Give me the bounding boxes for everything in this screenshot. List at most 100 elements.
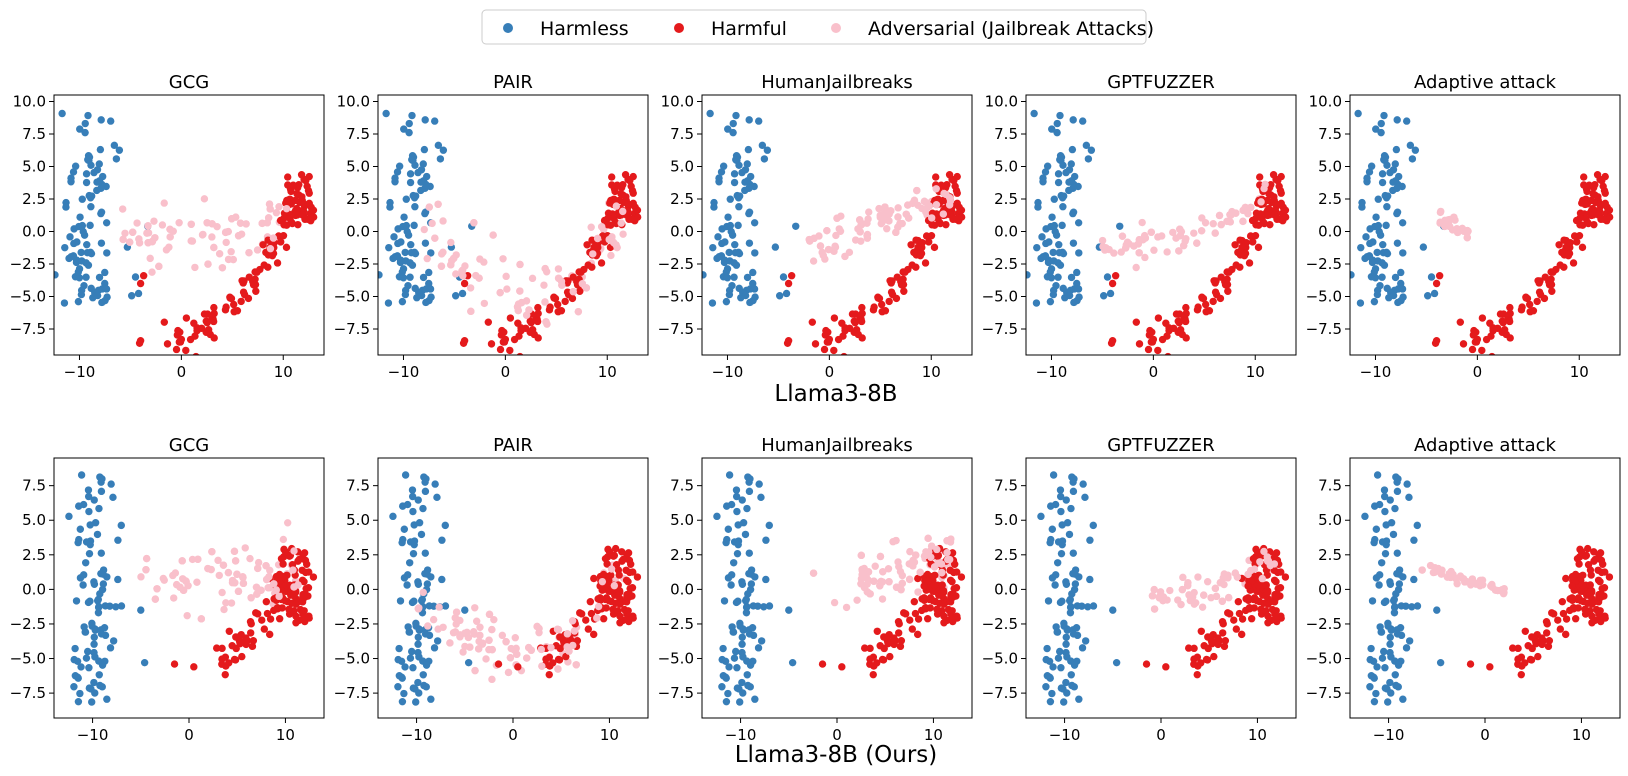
point-harmless xyxy=(724,213,732,221)
point-harmful xyxy=(885,297,893,306)
point-harmful xyxy=(239,288,248,296)
point-adversarial xyxy=(1102,244,1110,252)
point-adversarial xyxy=(1209,220,1217,228)
point-adversarial xyxy=(1203,578,1212,586)
point-harmless xyxy=(1112,658,1121,667)
point-harmful xyxy=(237,638,245,646)
point-harmless xyxy=(1056,156,1064,164)
point-adversarial xyxy=(245,248,253,257)
point-harmful xyxy=(221,670,229,679)
point-harmful xyxy=(887,288,896,296)
x-tick-label: 10 xyxy=(1248,726,1267,744)
point-harmless xyxy=(1396,624,1405,632)
point-harmful xyxy=(910,598,919,606)
point-harmful xyxy=(914,574,922,583)
point-adversarial xyxy=(485,636,493,644)
point-harmful xyxy=(623,615,631,624)
point-harmless xyxy=(386,198,394,207)
y-tick-label: 0.0 xyxy=(1318,580,1342,598)
point-harmless xyxy=(414,633,422,642)
point-adversarial xyxy=(414,605,423,613)
point-harmful xyxy=(615,587,624,595)
point-adversarial xyxy=(1257,198,1265,206)
points xyxy=(54,109,318,355)
point-harmful xyxy=(1146,326,1154,335)
point-adversarial xyxy=(902,210,910,218)
point-harmless xyxy=(1370,538,1378,547)
point-harmless xyxy=(93,530,102,539)
point-harmful xyxy=(230,308,238,316)
point-adversarial xyxy=(160,199,168,207)
point-adversarial xyxy=(218,264,227,272)
point-harmless xyxy=(1054,654,1063,662)
point-harmless xyxy=(1393,487,1402,496)
point-harmless xyxy=(727,227,735,236)
point-harmful xyxy=(530,330,538,339)
point-harmless xyxy=(86,221,94,230)
point-adversarial xyxy=(589,250,597,258)
point-harmful xyxy=(273,259,282,267)
point-harmless xyxy=(433,493,441,502)
point-harmless xyxy=(408,111,416,120)
point-harmful xyxy=(1142,660,1151,668)
point-harmful xyxy=(633,573,642,581)
point-harmful xyxy=(506,314,515,322)
point-harmless xyxy=(771,243,780,251)
point-harmless xyxy=(730,170,739,178)
point-adversarial xyxy=(516,287,524,295)
point-harmful xyxy=(1232,625,1241,633)
point-adversarial xyxy=(272,209,281,217)
point-harmful xyxy=(1264,612,1272,620)
point-harmless xyxy=(97,208,106,216)
point-harmful xyxy=(1225,610,1234,618)
point-adversarial xyxy=(1488,583,1497,591)
point-adversarial xyxy=(831,243,840,251)
point-harmless xyxy=(408,647,416,656)
y-tick-label: 2.5 xyxy=(994,190,1018,208)
point-harmless xyxy=(1046,697,1055,706)
point-adversarial xyxy=(1211,584,1220,593)
point-harmless xyxy=(1379,240,1387,249)
point-harmful xyxy=(1209,297,1217,306)
point-harmful xyxy=(913,630,922,639)
point-adversarial xyxy=(176,583,184,591)
point-adversarial xyxy=(221,228,230,237)
point-harmless xyxy=(1392,145,1401,154)
point-harmless xyxy=(415,653,423,661)
point-harmful xyxy=(623,590,631,599)
point-harmless xyxy=(97,184,105,193)
point-harmful xyxy=(925,238,933,246)
point-harmful xyxy=(1197,659,1205,667)
point-harmful xyxy=(940,600,948,608)
point-adversarial xyxy=(1434,564,1443,573)
point-harmful xyxy=(1254,581,1263,590)
y-tick-label: 10.0 xyxy=(337,93,370,111)
point-harmless xyxy=(76,689,84,698)
point-adversarial xyxy=(810,234,818,243)
point-harmful xyxy=(1593,171,1602,179)
point-harmless xyxy=(1042,683,1050,691)
points xyxy=(389,471,642,706)
point-adversarial xyxy=(142,554,151,563)
point-harmless xyxy=(1383,192,1392,200)
point-harmless xyxy=(1062,496,1070,504)
point-harmless xyxy=(409,664,417,672)
point-harmless xyxy=(745,184,753,193)
point-harmless xyxy=(1069,239,1078,247)
subplot-top-humanjailbreaks: HumanJailbreaks−10 0 1010.07.55.02.50.0−2.… xyxy=(658,72,973,381)
subplot-title: Adaptive attack xyxy=(1414,435,1556,456)
point-harmful xyxy=(1588,619,1596,627)
point-harmless xyxy=(1374,195,1382,203)
point-adversarial xyxy=(227,248,235,256)
point-harmful xyxy=(259,241,267,249)
point-adversarial xyxy=(537,645,546,654)
point-adversarial xyxy=(878,578,887,586)
point-harmless xyxy=(714,233,722,241)
point-harmless xyxy=(427,249,435,257)
point-adversarial xyxy=(1211,229,1219,237)
point-harmless xyxy=(419,671,427,679)
point-harmful xyxy=(949,215,957,223)
point-adversarial xyxy=(431,234,439,242)
point-harmful xyxy=(1216,294,1225,303)
point-adversarial xyxy=(938,568,946,577)
